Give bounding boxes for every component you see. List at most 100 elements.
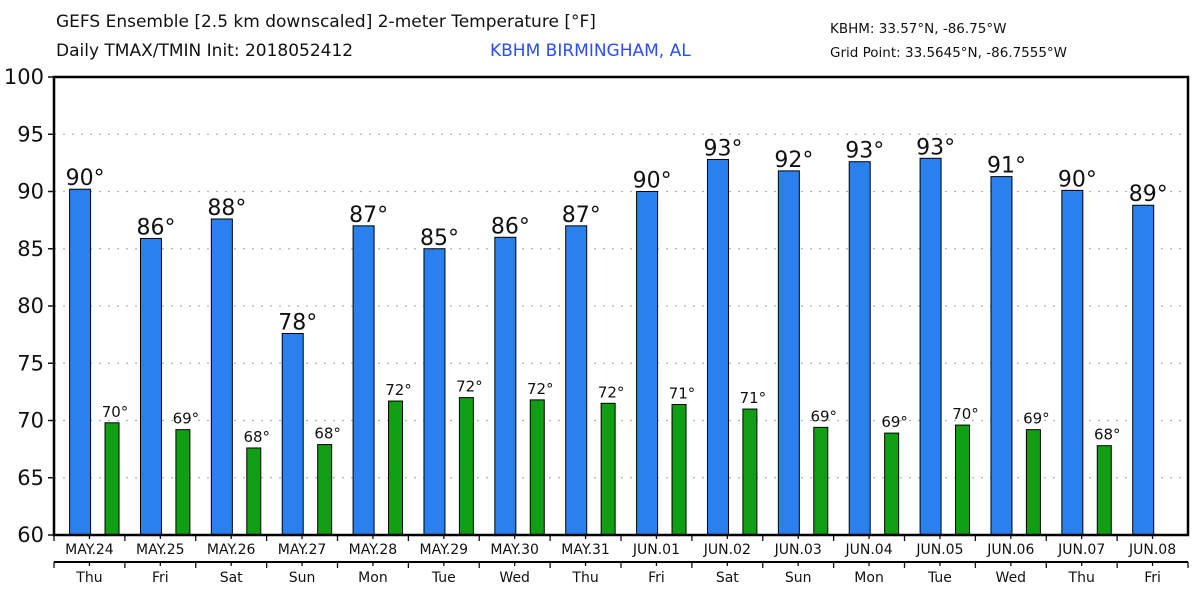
tmin-label: 69° bbox=[881, 413, 908, 431]
tmax-label: 90° bbox=[1058, 167, 1097, 192]
x-date-label: JUN.03 bbox=[774, 542, 822, 558]
tmin-bar bbox=[246, 447, 262, 536]
tmin-label: 72° bbox=[385, 381, 412, 399]
grid-point-coords: Grid Point: 33.5645°N, -86.7555°W bbox=[830, 45, 1068, 61]
tmax-label: 93° bbox=[845, 139, 884, 164]
y-tick-label: 70 bbox=[17, 409, 44, 433]
tmax-label: 93° bbox=[703, 136, 742, 161]
x-day-label: Fri bbox=[152, 570, 169, 586]
tmin-bar bbox=[600, 402, 616, 536]
chart-title: GEFS Ensemble [2.5 km downscaled] 2-mete… bbox=[56, 12, 596, 32]
station-coords: KBHM: 33.57°N, -86.75°W bbox=[830, 21, 1007, 37]
tmin-label: 72° bbox=[598, 383, 625, 401]
x-date-label: MAY.27 bbox=[278, 542, 327, 558]
tmin-bar bbox=[529, 399, 545, 536]
y-tick-label: 95 bbox=[17, 122, 44, 146]
x-day-label: Tue bbox=[927, 570, 952, 586]
x-date-label: JUN.05 bbox=[915, 542, 963, 558]
tmin-bar bbox=[742, 408, 758, 536]
tmin-label: 69° bbox=[173, 410, 200, 428]
x-date-label: MAY.24 bbox=[65, 542, 114, 558]
tmin-label: 68° bbox=[243, 428, 270, 446]
x-day-label: Sun bbox=[785, 570, 812, 586]
chart-subtitle: Daily TMAX/TMIN Init: 2018052412 bbox=[56, 41, 354, 61]
tmax-label: 86° bbox=[491, 214, 530, 239]
x-day-label: Sat bbox=[716, 570, 739, 586]
tmin-bar bbox=[458, 397, 474, 536]
tmax-label: 92° bbox=[774, 148, 813, 173]
tmax-label: 85° bbox=[420, 226, 459, 251]
tmax-bar bbox=[494, 236, 517, 536]
tmin-bar bbox=[388, 400, 404, 536]
station-name: KBHM BIRMINGHAM, AL bbox=[490, 41, 691, 61]
x-date-label: JUN.07 bbox=[1057, 542, 1105, 558]
x-date-label: JUN.02 bbox=[703, 542, 751, 558]
x-date-label: MAY.31 bbox=[561, 542, 610, 558]
x-day-label: Mon bbox=[854, 570, 884, 586]
tmin-bar bbox=[317, 444, 333, 536]
tmax-bar bbox=[423, 248, 446, 536]
x-date-label: MAY.28 bbox=[349, 542, 398, 558]
tmin-label: 68° bbox=[1094, 426, 1121, 444]
x-day-label: Sat bbox=[220, 570, 243, 586]
tmin-label: 69° bbox=[1023, 410, 1050, 428]
tmax-label: 90° bbox=[66, 166, 105, 191]
x-day-label: Fri bbox=[1144, 570, 1161, 586]
x-day-label: Sun bbox=[289, 570, 316, 586]
plot-frame bbox=[52, 75, 1190, 537]
x-day-label: Wed bbox=[499, 570, 530, 586]
tmin-bar bbox=[175, 429, 191, 536]
tmax-bar bbox=[352, 225, 375, 536]
tmax-label: 90° bbox=[633, 169, 672, 194]
x-day-label: Tue bbox=[431, 570, 456, 586]
tmax-label: 78° bbox=[278, 310, 317, 335]
tmax-label: 88° bbox=[207, 196, 246, 221]
tmin-label: 72° bbox=[456, 378, 483, 396]
tmin-bar bbox=[955, 424, 971, 536]
x-date-label: JUN.01 bbox=[632, 542, 680, 558]
tmax-bar bbox=[919, 157, 942, 536]
tmin-bar bbox=[813, 426, 829, 536]
x-day-label: Thu bbox=[75, 570, 102, 586]
x-day-label: Thu bbox=[571, 570, 598, 586]
tmin-label: 70° bbox=[102, 403, 129, 421]
tmax-bar bbox=[1061, 189, 1084, 536]
x-date-label: JUN.04 bbox=[845, 542, 893, 558]
tmin-bar bbox=[1025, 429, 1041, 536]
tmin-bar bbox=[671, 403, 687, 536]
tmin-bar bbox=[1096, 445, 1112, 536]
tmin-label: 69° bbox=[810, 407, 837, 425]
y-tick-label: 75 bbox=[17, 351, 44, 375]
y-tick-label: 85 bbox=[17, 237, 44, 261]
y-tick-label: 90 bbox=[17, 180, 44, 204]
tmax-bar bbox=[69, 188, 92, 536]
x-day-label: Wed bbox=[996, 570, 1027, 586]
x-date-label: MAY.30 bbox=[490, 542, 539, 558]
x-date-label: MAY.25 bbox=[136, 542, 185, 558]
tmax-bar bbox=[706, 158, 729, 536]
tmax-bar bbox=[990, 176, 1013, 536]
tmin-bar bbox=[884, 432, 900, 536]
x-date-label: MAY.26 bbox=[207, 542, 256, 558]
y-tick-label: 100 bbox=[4, 65, 44, 89]
y-tick-label: 80 bbox=[17, 294, 44, 318]
x-date-label: JUN.08 bbox=[1128, 542, 1176, 558]
x-day-label: Mon bbox=[358, 570, 388, 586]
tmax-bar bbox=[1132, 204, 1155, 536]
x-date-label: MAY.29 bbox=[420, 542, 469, 558]
tmax-bar bbox=[281, 332, 304, 536]
y-tick-label: 60 bbox=[17, 523, 44, 547]
tmax-label: 91° bbox=[987, 154, 1026, 179]
x-day-label: Thu bbox=[1068, 570, 1095, 586]
tmin-label: 68° bbox=[314, 425, 341, 443]
tmax-bar bbox=[777, 170, 800, 536]
tmax-label: 87° bbox=[562, 203, 601, 228]
tmin-bar bbox=[104, 422, 120, 536]
tmin-label: 72° bbox=[527, 380, 554, 398]
tmax-bar bbox=[210, 218, 233, 536]
tmin-label: 70° bbox=[952, 405, 979, 423]
x-date-label: JUN.06 bbox=[986, 542, 1034, 558]
tmax-label: 89° bbox=[1129, 182, 1168, 207]
tmin-label: 71° bbox=[669, 384, 696, 402]
